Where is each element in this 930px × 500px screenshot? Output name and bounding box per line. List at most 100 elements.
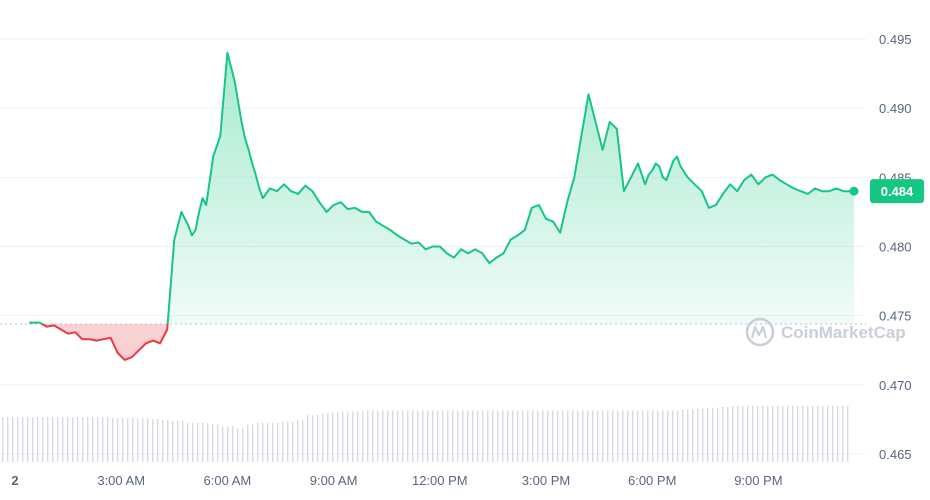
volume-bar: [477, 410, 479, 462]
volume-bar: [687, 409, 689, 462]
y-tick-label: 0.480: [879, 240, 912, 255]
volume-bar: [397, 410, 399, 462]
volume-bar: [797, 405, 799, 462]
volume-bar: [847, 405, 849, 462]
volume-bar: [677, 410, 679, 462]
volume-bar: [457, 410, 459, 462]
volume-bar: [542, 410, 544, 462]
volume-bar: [597, 410, 599, 462]
volume-bar: [452, 410, 454, 462]
volume-bar: [427, 410, 429, 462]
volume-bar: [217, 424, 219, 462]
volume-bar: [87, 417, 89, 462]
volume-bar: [152, 418, 154, 462]
volume-bar: [257, 422, 259, 462]
y-tick-label: 0.490: [879, 101, 912, 116]
volume-bar: [807, 405, 809, 462]
volume-bar: [527, 410, 529, 462]
x-tick-label: 6:00 AM: [204, 473, 252, 488]
volume-bar: [362, 411, 364, 462]
volume-bar: [662, 410, 664, 462]
volume-bar: [302, 419, 304, 462]
volume-bar: [692, 409, 694, 462]
volume-bar: [407, 410, 409, 462]
volume-bar: [227, 426, 229, 462]
volume-bar: [532, 410, 534, 462]
volume-bar: [207, 422, 209, 462]
volume-bar: [62, 417, 64, 462]
volume-bar: [777, 405, 779, 462]
x-tick-label: 3:00 PM: [522, 473, 570, 488]
volume-bar: [242, 428, 244, 462]
volume-bar: [237, 428, 239, 462]
volume-bar: [387, 410, 389, 462]
volume-bar: [637, 410, 639, 462]
volume-bar: [472, 410, 474, 462]
volume-bar: [332, 412, 334, 462]
volume-bar: [557, 410, 559, 462]
volume-bar: [642, 410, 644, 462]
volume-bar: [337, 412, 339, 462]
last-value-marker: 0.484: [849, 179, 924, 204]
volume-bar: [317, 415, 319, 462]
volume-bar: [32, 417, 34, 462]
volume-bar: [712, 407, 714, 462]
volume-bar: [77, 417, 79, 462]
volume-bar: [417, 410, 419, 462]
volume-bar: [792, 405, 794, 462]
volume-bar: [717, 407, 719, 462]
volume-bar: [822, 405, 824, 462]
volume-bar: [177, 420, 179, 462]
volume-bar: [467, 410, 469, 462]
volume-bars: [2, 405, 849, 462]
x-tick-label: 9:00 PM: [734, 473, 782, 488]
volume-bar: [107, 417, 109, 462]
volume-bar: [672, 410, 674, 462]
volume-bar: [632, 410, 634, 462]
volume-bar: [92, 417, 94, 462]
volume-bar: [572, 410, 574, 462]
volume-bar: [282, 421, 284, 462]
volume-bar: [732, 405, 734, 462]
volume-bar: [657, 410, 659, 462]
volume-bar: [42, 417, 44, 462]
volume-bar: [812, 405, 814, 462]
volume-bar: [547, 410, 549, 462]
volume-bar: [82, 417, 84, 462]
volume-bar: [97, 417, 99, 462]
volume-bar: [17, 417, 19, 462]
volume-bar: [437, 410, 439, 462]
volume-bar: [232, 426, 234, 462]
price-line: [29, 51, 854, 361]
volume-bar: [787, 405, 789, 462]
volume-bar: [482, 410, 484, 462]
x-tick-label: 6:00 PM: [628, 473, 676, 488]
volume-bar: [837, 405, 839, 462]
volume-bar: [117, 418, 119, 462]
volume-bar: [307, 415, 309, 462]
volume-bar: [767, 405, 769, 462]
current-price-badge: [870, 179, 924, 204]
coinmarketcap-logo-icon: [745, 317, 775, 347]
x-tick-label: 12:00 PM: [412, 473, 468, 488]
volume-bar: [647, 410, 649, 462]
volume-bar: [772, 405, 774, 462]
y-tick-label: 0.495: [879, 32, 912, 47]
volume-bar: [12, 417, 14, 462]
y-tick-label: 0.475: [879, 309, 912, 324]
price-line-up: [29, 51, 854, 324]
volume-bar: [567, 410, 569, 462]
volume-bar: [697, 408, 699, 462]
volume-bar: [752, 405, 754, 462]
volume-bar: [272, 422, 274, 462]
volume-bar: [502, 410, 504, 462]
volume-bar: [247, 424, 249, 462]
volume-bar: [817, 405, 819, 462]
volume-bar: [782, 405, 784, 462]
volume-bar: [192, 422, 194, 462]
volume-bar: [377, 410, 379, 462]
volume-bar: [592, 410, 594, 462]
volume-bar: [27, 417, 29, 462]
volume-bar: [372, 410, 374, 462]
